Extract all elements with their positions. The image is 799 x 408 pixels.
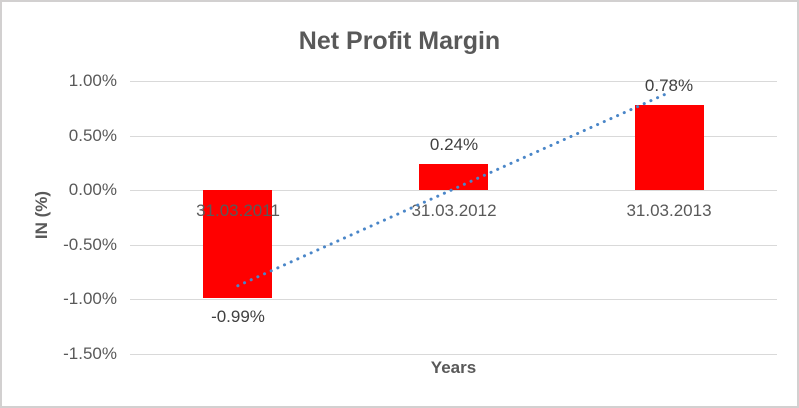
gridline — [130, 354, 777, 355]
y-tick-label: 0.50% — [68, 126, 117, 145]
bar — [635, 105, 704, 190]
data-label: 0.24% — [429, 135, 479, 154]
y-tick-label: 0.00% — [68, 180, 117, 199]
y-tick-label: -0.50% — [63, 235, 117, 254]
data-label: -0.99% — [211, 307, 265, 326]
y-tick-label: 1.00% — [68, 71, 117, 90]
gridline — [130, 299, 777, 300]
category-label: 31.03.2013 — [626, 201, 712, 220]
category-label: 31.03.2011 — [196, 201, 280, 220]
y-tick-label: -1.50% — [63, 344, 117, 363]
bar — [419, 164, 488, 190]
x-axis-title: Years — [430, 358, 477, 377]
y-tick-label: -1.00% — [63, 289, 117, 308]
data-label: 0.78% — [644, 76, 694, 95]
category-label: 31.03.2012 — [411, 201, 497, 220]
gridline — [130, 81, 777, 82]
chart-title: Net Profit Margin — [298, 27, 501, 55]
